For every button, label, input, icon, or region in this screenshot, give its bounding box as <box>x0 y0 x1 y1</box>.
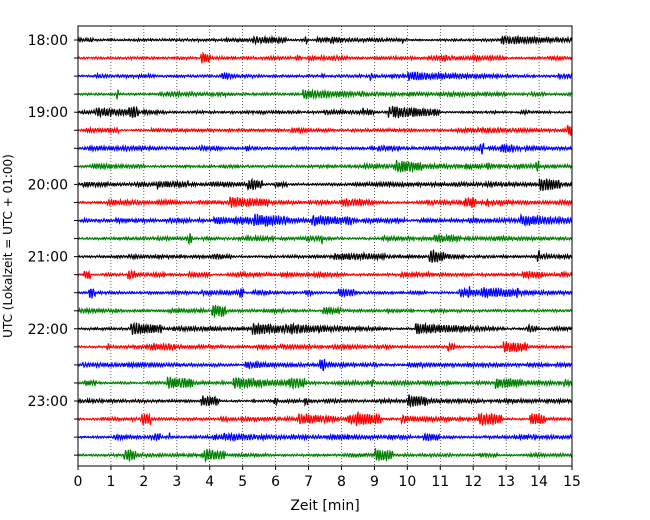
trace-line <box>77 286 573 299</box>
x-tick-label: 4 <box>205 474 214 490</box>
x-axis: 0 1 2 3 4 5 6 7 8 9 10 11 12 13 14 15 <box>74 466 581 490</box>
grid-lines <box>110 26 540 466</box>
trace-line <box>77 394 573 409</box>
x-tick-label: 3 <box>172 474 181 490</box>
y-axis-label: UTC (Lokalzeit = UTC + 01:00) <box>1 154 15 338</box>
x-tick-label: 1 <box>106 474 115 490</box>
trace-line <box>77 341 573 353</box>
y-tick-label: 21:00 <box>28 250 68 266</box>
x-tick-label: 8 <box>337 474 346 490</box>
trace-line <box>77 51 573 64</box>
x-tick-label: 5 <box>238 474 247 490</box>
x-tick-label: 12 <box>464 474 482 490</box>
trace-line <box>77 321 573 336</box>
x-tick-label: 0 <box>74 474 83 490</box>
y-tick-label: 20:00 <box>28 177 68 193</box>
trace-line <box>77 143 573 155</box>
trace-line <box>77 249 573 263</box>
y-tick-label: 19:00 <box>28 105 68 121</box>
trace-line <box>77 304 573 318</box>
trace-line <box>77 410 573 427</box>
trace-line <box>77 34 573 46</box>
trace-line <box>77 71 573 82</box>
x-tick-label: 14 <box>530 474 548 490</box>
trace-line <box>77 376 573 390</box>
trace-line <box>77 447 573 464</box>
x-tick-label: 9 <box>370 474 379 490</box>
x-tick-label: 13 <box>497 474 515 490</box>
trace-line <box>77 177 573 192</box>
traces <box>77 34 573 464</box>
x-tick-label: 2 <box>139 474 148 490</box>
trace-line <box>77 105 573 119</box>
x-tick-label: 7 <box>304 474 313 490</box>
trace-line <box>77 88 573 101</box>
y-tick-label: 22:00 <box>28 322 68 338</box>
trace-line <box>77 232 573 246</box>
y-axis: 18:00 19:00 20:00 21:00 22:00 23:00 <box>28 33 78 456</box>
trace-line <box>77 159 573 174</box>
plot-frame <box>77 25 573 467</box>
trace-line <box>77 212 573 228</box>
x-axis-label: Zeit [min] <box>290 498 359 514</box>
x-tick-label: 10 <box>398 474 416 490</box>
trace-line <box>77 358 573 372</box>
trace-line <box>77 196 573 209</box>
y-tick-label: 23:00 <box>28 394 68 410</box>
trace-line <box>77 269 573 281</box>
x-tick-label: 6 <box>271 474 280 490</box>
x-tick-label: 11 <box>431 474 449 490</box>
trace-line <box>77 125 573 136</box>
trace-line <box>77 431 573 443</box>
y-tick-label: 18:00 <box>28 33 68 49</box>
x-tick-label: 15 <box>563 474 581 490</box>
